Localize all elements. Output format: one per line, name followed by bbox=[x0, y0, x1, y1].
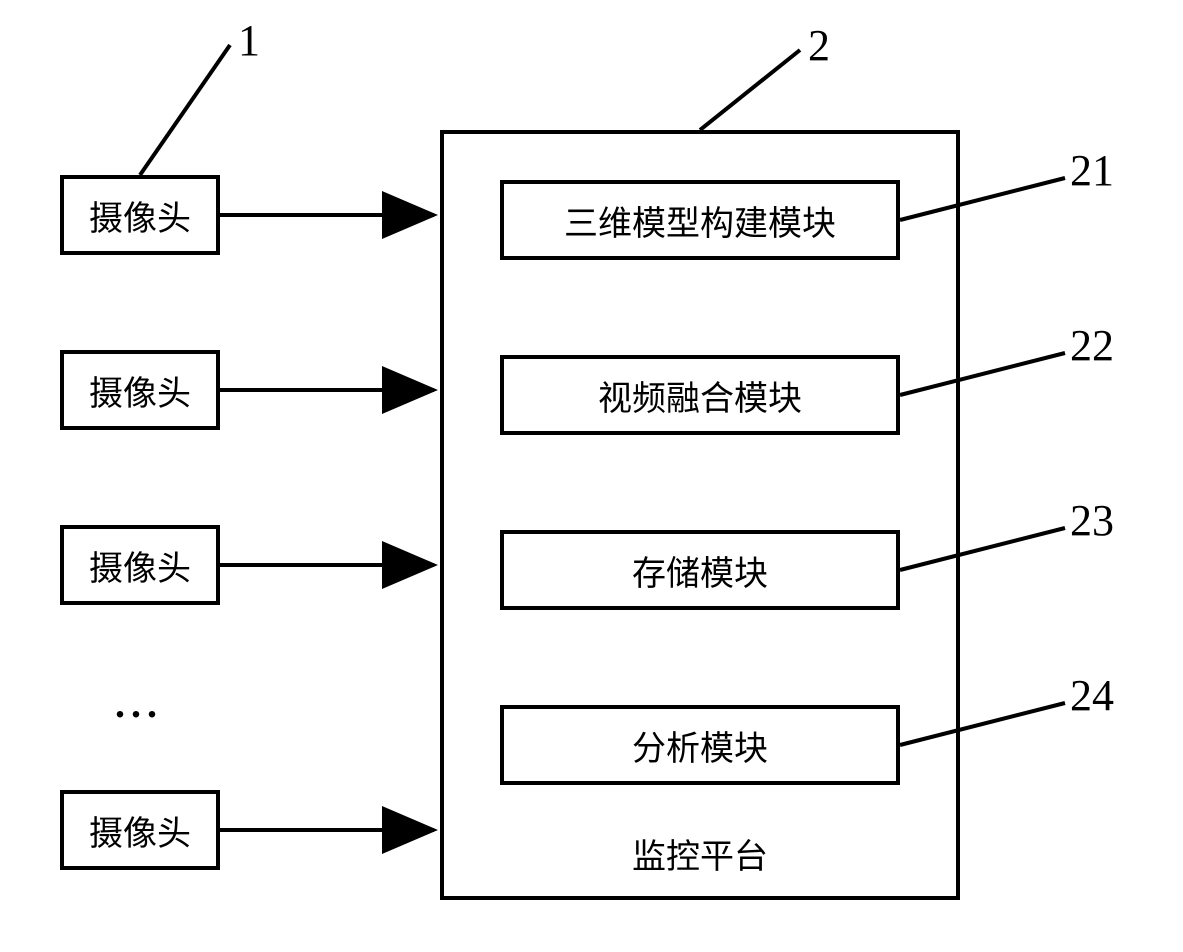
camera-box-2: 摄像头 bbox=[60, 350, 220, 430]
module-analysis: 分析模块 bbox=[500, 705, 900, 785]
platform-label: 监控平台 bbox=[632, 829, 768, 878]
leader-1 bbox=[140, 45, 230, 175]
module-label: 视频融合模块 bbox=[598, 371, 802, 420]
module-label: 三维模型构建模块 bbox=[564, 196, 836, 245]
ref-label-1: 1 bbox=[238, 15, 260, 66]
ref-label-21: 21 bbox=[1070, 145, 1114, 196]
camera-label: 摄像头 bbox=[89, 366, 191, 415]
module-label: 存储模块 bbox=[632, 546, 768, 595]
camera-box-4: 摄像头 bbox=[60, 790, 220, 870]
module-label: 分析模块 bbox=[632, 721, 768, 770]
ref-label-2: 2 bbox=[808, 20, 830, 71]
camera-box-1: 摄像头 bbox=[60, 175, 220, 255]
ellipsis: ... bbox=[115, 680, 163, 727]
module-3d-model: 三维模型构建模块 bbox=[500, 180, 900, 260]
leader-2 bbox=[700, 50, 800, 130]
module-storage: 存储模块 bbox=[500, 530, 900, 610]
module-video-fusion: 视频融合模块 bbox=[500, 355, 900, 435]
ref-label-22: 22 bbox=[1070, 320, 1114, 371]
camera-box-3: 摄像头 bbox=[60, 525, 220, 605]
camera-label: 摄像头 bbox=[89, 541, 191, 590]
camera-label: 摄像头 bbox=[89, 191, 191, 240]
camera-label: 摄像头 bbox=[89, 806, 191, 855]
diagram-canvas: 摄像头 摄像头 摄像头 ... 摄像头 监控平台 三维模型构建模块 视频融合模块… bbox=[0, 0, 1183, 952]
ref-label-24: 24 bbox=[1070, 670, 1114, 721]
ref-label-23: 23 bbox=[1070, 495, 1114, 546]
